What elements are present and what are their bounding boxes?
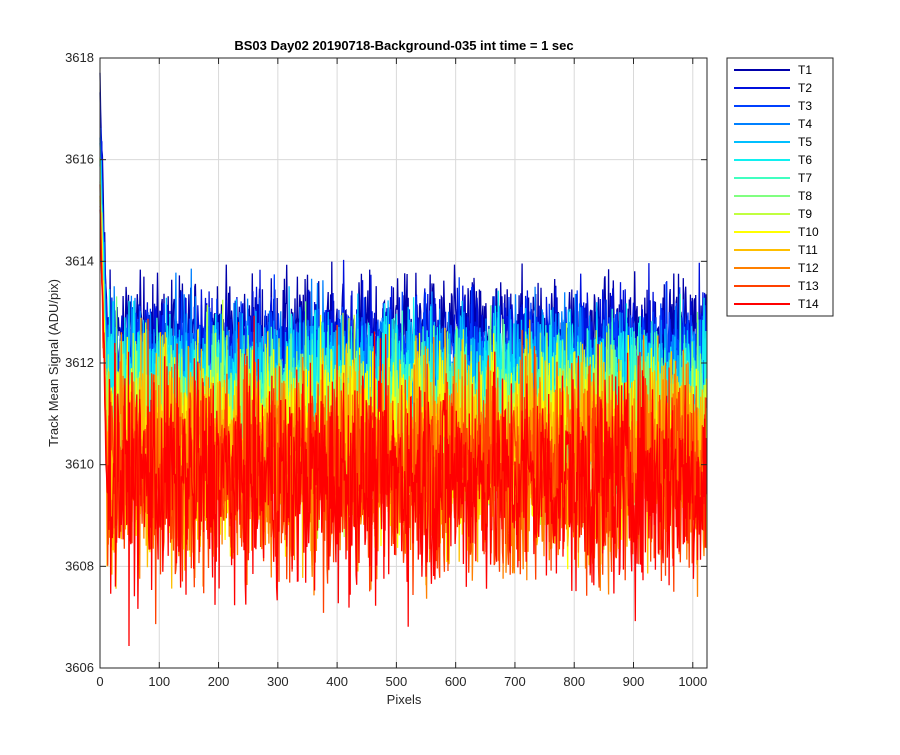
legend-label: T14 <box>798 297 819 311</box>
series-line-t13 <box>99 184 708 625</box>
legend: T1 T2 T3 T4 T5 T6 T7 T8 T9 T10 T11 T12 T13 T14 <box>726 57 834 317</box>
y-tick-label: 3618 <box>65 50 94 65</box>
x-tick-label: 500 <box>386 674 408 689</box>
legend-label: T8 <box>798 189 812 203</box>
legend-label: T2 <box>798 81 812 95</box>
x-axis-ticks: 0 100 200 300 400 500 600 700 800 900 1000 <box>96 58 707 689</box>
legend-label: T5 <box>798 135 812 149</box>
x-tick-label: 700 <box>504 674 526 689</box>
x-tick-label: 100 <box>148 674 170 689</box>
y-tick-label: 3610 <box>65 457 94 472</box>
y-tick-label: 3616 <box>65 152 94 167</box>
y-tick-label: 3612 <box>65 355 94 370</box>
x-tick-label: 300 <box>267 674 289 689</box>
legend-label: T12 <box>798 261 819 275</box>
y-axis-label: Track Mean Signal (ADU/pix) <box>46 279 61 447</box>
x-axis-label: Pixels <box>387 692 422 707</box>
legend-label: T6 <box>798 153 812 167</box>
x-tick-label: 900 <box>623 674 645 689</box>
legend-label: T9 <box>798 207 812 221</box>
legend-label: T11 <box>798 243 818 257</box>
y-tick-label: 3614 <box>65 253 94 268</box>
x-tick-label: 800 <box>563 674 585 689</box>
legend-label: T10 <box>798 225 819 239</box>
plot-area <box>99 57 708 669</box>
legend-box <box>726 57 834 317</box>
series-line-t14 <box>99 209 708 647</box>
chart-title: BS03 Day02 20190718-Background-035 int t… <box>234 38 573 53</box>
y-tick-label: 3606 <box>65 660 94 675</box>
legend-label: T13 <box>798 279 819 293</box>
x-tick-label: 400 <box>326 674 348 689</box>
x-tick-label: 200 <box>208 674 230 689</box>
y-axis-ticks: 3606 3608 3610 3612 3614 3616 3618 <box>65 50 707 675</box>
y-tick-label: 3608 <box>65 558 94 573</box>
legend-label: T7 <box>798 171 812 185</box>
x-tick-label: 600 <box>445 674 467 689</box>
legend-label: T4 <box>798 117 812 131</box>
x-tick-label: 1000 <box>678 674 707 689</box>
x-tick-label: 0 <box>96 674 103 689</box>
series-group <box>99 72 708 647</box>
legend-label: T3 <box>798 99 812 113</box>
legend-label: T1 <box>798 63 812 77</box>
